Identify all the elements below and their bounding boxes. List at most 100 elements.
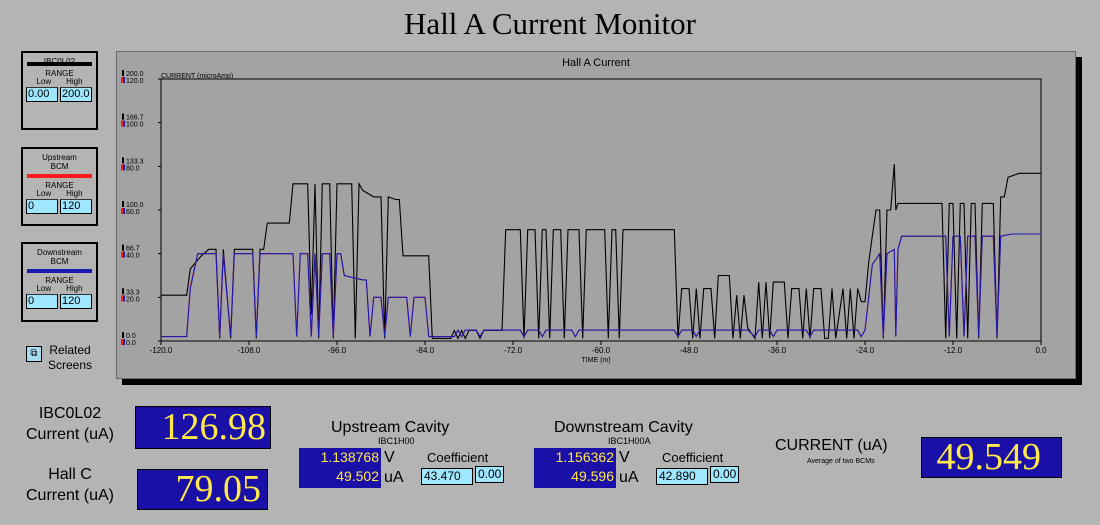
hallc-current-label: Hall C Current (uA) — [25, 466, 115, 504]
upstream-cavity-title: Upstream Cavity — [331, 419, 450, 436]
y-tick-label-black: 133.3 — [126, 158, 144, 165]
range-high-input[interactable]: 200.0 — [60, 87, 92, 102]
series-color-bar — [27, 62, 92, 66]
y-tick-marker-red — [121, 77, 123, 83]
series-color-bar — [27, 269, 92, 273]
series-color-bar — [27, 174, 92, 178]
plot-area — [160, 78, 1042, 342]
downstream-offset-input[interactable]: 0.00 — [710, 466, 739, 483]
ibc-current-label: IBC0L02 Current (uA) — [25, 405, 115, 443]
x-tick-label: -12.0 — [944, 346, 963, 355]
y-tick-marker-black — [122, 113, 124, 120]
y-tick-label-redblue: 0.0 — [126, 340, 136, 347]
y-tick-label-black: 166.7 — [126, 115, 144, 122]
upstream-volts-unit: V — [384, 449, 395, 466]
range-label: RANGE — [45, 69, 74, 78]
related-screens-icon[interactable]: ⧉ — [26, 346, 42, 362]
upstream-coef-input[interactable]: 43.470 — [421, 468, 473, 485]
range-panel-name: Downstream BCM — [37, 248, 82, 266]
y-tick-marker-blue — [123, 251, 125, 258]
x-tick-label: 0.0 — [1035, 346, 1047, 355]
x-tick-label: -48.0 — [680, 346, 699, 355]
y-tick-marker-red — [121, 208, 123, 214]
downstream-bcm-line — [161, 233, 1041, 338]
low-label: Low — [36, 77, 52, 86]
y-tick-marker-black — [122, 201, 124, 207]
y-tick-label-black: 66.7 — [126, 246, 140, 253]
y-tick-marker-black — [122, 288, 124, 295]
x-tick-label: -120.0 — [150, 346, 173, 355]
y-tick-marker-blue — [123, 77, 125, 83]
range-panel-upstream: Upstream BCM RANGE Low High 0 120 — [21, 147, 98, 226]
y-tick-label-redblue: 60.0 — [126, 209, 140, 216]
y-tick-label-redblue: 120.0 — [126, 78, 144, 85]
x-tick-label: -72.0 — [504, 346, 523, 355]
y-tick-marker-black — [122, 70, 124, 76]
current-chart: Hall A Current CURRENT (microAmp) TIME (m)… — [116, 51, 1076, 379]
downstream-volts-unit: V — [619, 449, 630, 466]
upstream-offset-input[interactable]: 0.00 — [475, 466, 504, 483]
range-high-input[interactable]: 120 — [60, 199, 92, 214]
y-tick-marker-blue — [123, 295, 125, 302]
downstream-ua: 49.596 — [571, 468, 614, 484]
downstream-coef-input[interactable]: 42.890 — [656, 468, 708, 485]
downstream-volts: 1.156362 — [555, 449, 614, 465]
range-low-input[interactable]: 0 — [26, 199, 58, 214]
y-tick-label-redblue: 100.0 — [126, 122, 144, 129]
y-tick-marker-red — [121, 164, 123, 171]
related-screens-button[interactable]: ⧉ Related Screens — [26, 343, 92, 373]
downstream-coef-label: Coefficient — [662, 450, 724, 465]
y-tick-marker-blue — [123, 339, 125, 345]
upstream-cavity-sub: IBC1H00 — [378, 436, 415, 446]
ibc-current-value: 126.98 — [135, 406, 271, 449]
x-tick-label: -36.0 — [768, 346, 787, 355]
range-panel-downstream: Downstream BCM RANGE Low High 0 120 — [21, 242, 98, 322]
y-axis-label: CURRENT (microAmp) — [161, 73, 233, 80]
y-tick-label-black: 33.3 — [126, 289, 140, 296]
y-tick-label-redblue: 80.0 — [126, 165, 140, 172]
range-high-input[interactable]: 120 — [60, 294, 92, 309]
x-tick-label: -108.0 — [238, 346, 261, 355]
upstream-volts: 1.138768 — [320, 449, 379, 465]
upstream-ua: 49.502 — [336, 468, 379, 484]
downstream-cavity-sub: IBC1H00A — [608, 436, 651, 446]
upstream-coef-label: Coefficient — [427, 450, 489, 465]
y-tick-label-black: 0.0 — [126, 333, 136, 340]
downstream-cavity-title: Downstream Cavity — [554, 419, 693, 436]
high-label: High — [66, 189, 83, 198]
y-tick-label-redblue: 40.0 — [126, 253, 140, 260]
y-tick-marker-red — [121, 339, 123, 345]
upstream-readout: 1.138768 49.502 — [299, 448, 381, 488]
page-title: Hall A Current Monitor — [404, 6, 696, 41]
low-label: Low — [36, 284, 52, 293]
range-low-input[interactable]: 0.00 — [26, 87, 58, 102]
y-tick-marker-red — [121, 251, 123, 258]
high-label: High — [66, 77, 83, 86]
average-current-value: 49.549 — [921, 437, 1062, 478]
y-tick-marker-black — [122, 157, 124, 164]
y-tick-marker-red — [121, 120, 123, 127]
x-tick-label: -84.0 — [416, 346, 435, 355]
range-panel-name: Upstream BCM — [42, 153, 77, 171]
y-tick-marker-blue — [123, 208, 125, 214]
y-tick-marker-black — [122, 244, 124, 251]
range-panel-ibc0l02: IBC0L02 RANGE Low High 0.00 200.0 — [21, 51, 98, 130]
chart-title: Hall A Current — [562, 57, 630, 69]
chart-svg: Hall A Current CURRENT (microAmp) TIME (m)… — [121, 57, 1047, 364]
y-tick-marker-black — [122, 332, 124, 338]
range-label: RANGE — [45, 181, 74, 190]
y-tick-label-black: 100.0 — [126, 202, 144, 209]
x-tick-label: -96.0 — [328, 346, 347, 355]
average-current-sub: Average of two BCMs — [807, 458, 875, 465]
y-tick-marker-blue — [123, 120, 125, 127]
x-tick-label: -60.0 — [592, 346, 611, 355]
related-screens-label: Related Screens — [48, 343, 93, 372]
downstream-ua-unit: uA — [619, 469, 639, 486]
x-tick-label: -24.0 — [856, 346, 875, 355]
downstream-readout: 1.156362 49.596 — [534, 448, 616, 488]
range-low-input[interactable]: 0 — [26, 294, 58, 309]
low-label: Low — [36, 189, 52, 198]
high-label: High — [66, 284, 83, 293]
x-axis-label: TIME (m) — [581, 357, 610, 364]
y-tick-label-redblue: 20.0 — [126, 296, 140, 303]
